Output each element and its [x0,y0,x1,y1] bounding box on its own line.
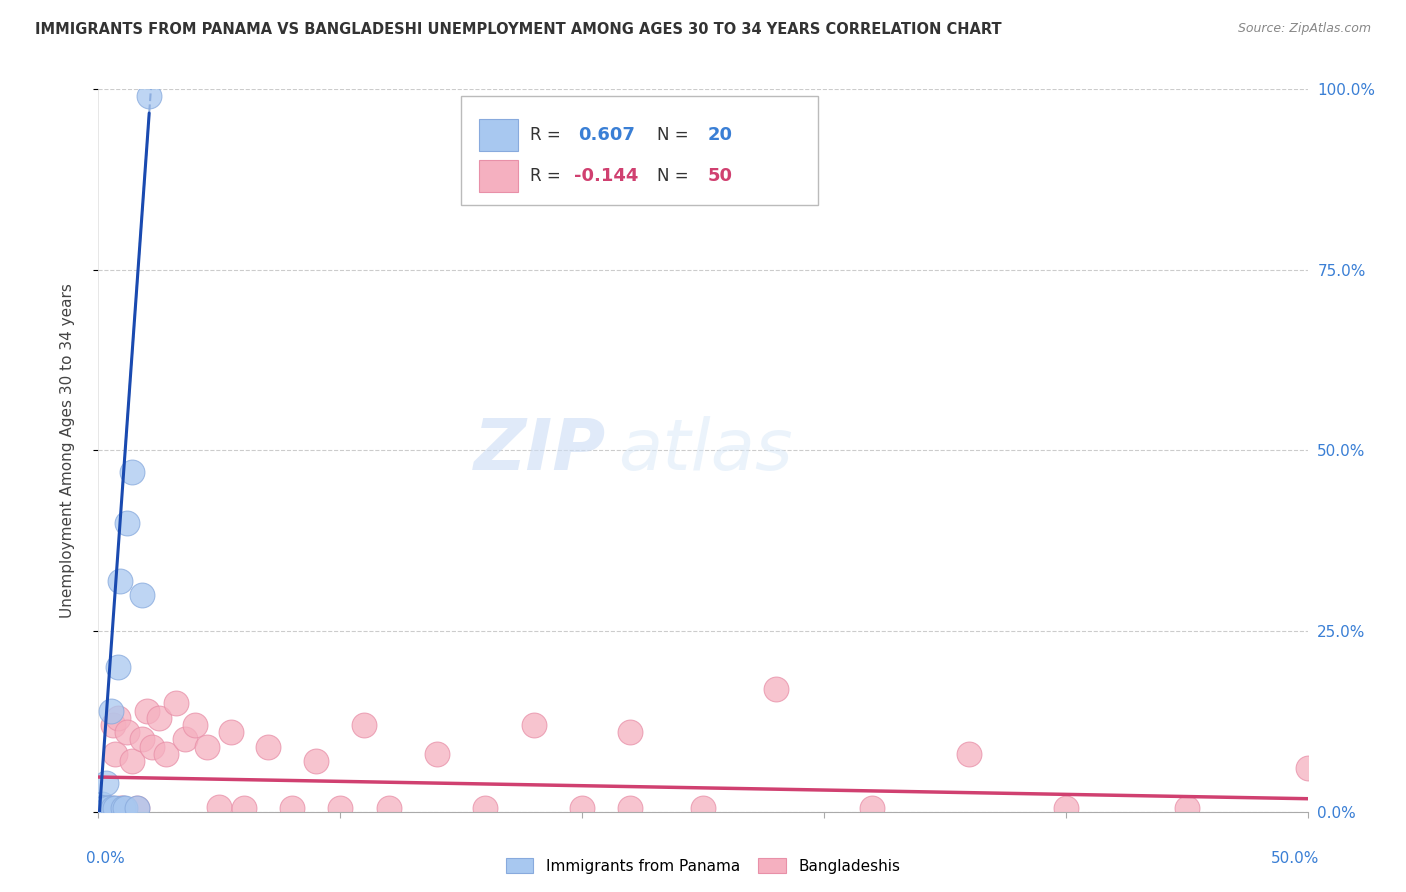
Point [101,718,124,732]
Point [117,516,139,530]
Text: 50.0%: 50.0% [1271,852,1320,866]
Point [91,801,114,815]
Point [1296,761,1319,775]
Point [89,801,111,815]
Point [111,801,134,815]
Point [138,89,160,103]
FancyBboxPatch shape [479,119,517,151]
Point [148,711,170,725]
Point [91,801,114,815]
Point [571,801,593,815]
Point [174,732,197,747]
Point [523,718,546,732]
Point [101,801,124,815]
Point [100,704,122,718]
Text: R =: R = [530,126,567,144]
Point [765,681,787,696]
Text: atlas: atlas [619,416,793,485]
Text: N =: N = [657,167,695,185]
Point [91,801,114,815]
Point [89,801,111,815]
Point [1054,801,1077,815]
Point [281,801,304,815]
Point [93,801,115,815]
Point [195,739,218,754]
Point [89,801,111,815]
Point [94,801,117,815]
Point [108,574,131,588]
Point [127,801,149,815]
Point [90,801,112,815]
Point [619,725,641,739]
Point [97,801,120,815]
Point [117,725,139,739]
Text: -0.144: -0.144 [574,167,638,185]
Point [107,660,129,674]
Point [256,739,278,754]
Point [91,797,114,812]
Text: R =: R = [530,167,567,185]
Point [135,704,157,718]
Point [305,754,328,768]
Point [131,732,153,747]
Point [89,801,111,815]
Text: 0.607: 0.607 [578,126,636,144]
Point [221,725,243,739]
Point [692,801,714,815]
Point [100,801,122,815]
Point [155,747,177,761]
Point [377,801,399,815]
Text: 0.0%: 0.0% [86,852,125,866]
Point [91,801,114,815]
Point [94,776,117,790]
Text: IMMIGRANTS FROM PANAMA VS BANGLADESHI UNEMPLOYMENT AMONG AGES 30 TO 34 YEARS COR: IMMIGRANTS FROM PANAMA VS BANGLADESHI UN… [35,22,1001,37]
Point [108,801,131,815]
Point [141,739,163,754]
Point [208,799,231,814]
Point [97,801,120,815]
Point [232,801,254,815]
Point [860,801,883,815]
Text: 50: 50 [707,167,733,185]
Point [619,801,641,815]
Point [426,747,449,761]
Point [90,801,112,815]
Point [1175,801,1198,815]
Point [127,801,149,815]
Point [474,801,496,815]
Point [131,588,153,602]
Y-axis label: Unemployment Among Ages 30 to 34 years: Unemployment Among Ages 30 to 34 years [60,283,75,618]
Point [165,696,187,710]
Point [121,465,143,479]
Point [353,718,375,732]
FancyBboxPatch shape [479,160,517,192]
Point [184,718,207,732]
Point [104,801,127,815]
Point [90,801,112,815]
Point [957,747,980,761]
Point [104,747,127,761]
Point [107,711,129,725]
Legend: Immigrants from Panama, Bangladeshis: Immigrants from Panama, Bangladeshis [501,852,905,880]
Point [329,801,352,815]
Point [94,801,117,815]
Point [114,801,136,815]
Text: Source: ZipAtlas.com: Source: ZipAtlas.com [1237,22,1371,36]
Point [121,754,143,768]
FancyBboxPatch shape [461,96,818,205]
Point [111,801,134,815]
Text: ZIP: ZIP [474,416,606,485]
Text: 20: 20 [707,126,733,144]
Text: N =: N = [657,126,695,144]
